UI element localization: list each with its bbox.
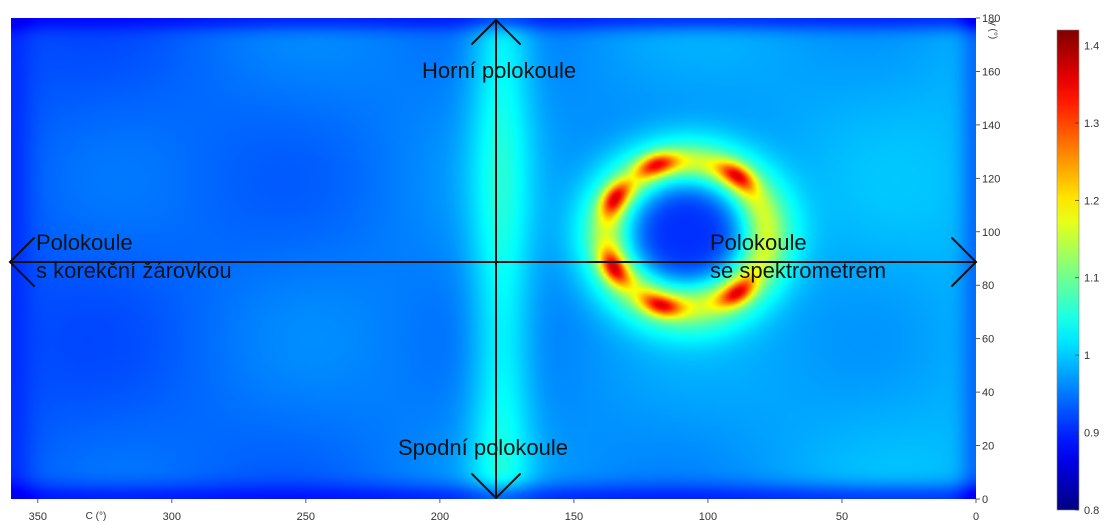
x-axis-ticks: 350 300 250 200 150 100 50 0 <box>29 499 979 523</box>
y-tick-label: 180 <box>982 13 1000 25</box>
y-tick-label: 140 <box>982 120 1000 132</box>
colorbar-tick-label: 0.9 <box>1084 428 1099 440</box>
annotation-line: Polokoule <box>710 230 807 255</box>
x-axis-label: C (°) <box>86 511 107 522</box>
annotation-spectrometer-hemisphere: Polokoule se spektrometrem <box>710 230 886 283</box>
y-tick-label: 120 <box>982 173 1000 185</box>
annotation-line: se spektrometrem <box>710 258 886 283</box>
x-tick-label: 0 <box>973 511 979 523</box>
arrowhead-right <box>951 237 978 287</box>
colorbar-tick-label: 1 <box>1084 350 1090 362</box>
arrowhead-left <box>8 237 35 287</box>
x-tick-label: 50 <box>836 511 848 523</box>
colorbar-ticks: 0.8 0.9 1 1.1 1.2 1.3 1.4 <box>1075 40 1099 517</box>
colorbar-tick-label: 1.3 <box>1084 118 1099 130</box>
annotation-line: Polokoule <box>36 230 133 255</box>
annotation-correction-lamp-hemisphere: Polokoule s korekční žárovkou <box>36 230 232 283</box>
heatmap-field <box>11 18 976 499</box>
annotations: Horní polokoule Spodní polokoule Polokou… <box>36 58 886 460</box>
heatmap-surface <box>11 18 976 499</box>
x-tick-label: 100 <box>699 511 717 523</box>
x-tick-label: 350 <box>29 511 47 523</box>
colorbar-tick-label: 1.2 <box>1084 195 1099 207</box>
x-tick-label: 250 <box>297 511 315 523</box>
y-tick-label: 60 <box>982 334 994 346</box>
y-axis-ticks: 0 20 40 60 80 100 120 140 160 180 <box>976 13 1000 506</box>
x-tick-label: 150 <box>565 511 583 523</box>
annotation-lower-hemisphere: Spodní polokoule <box>398 435 568 460</box>
annotation-line: s korekční žárovkou <box>36 258 232 283</box>
y-tick-label: 160 <box>982 66 1000 78</box>
y-tick-label: 0 <box>982 494 988 506</box>
colorbar: 0.8 0.9 1 1.1 1.2 1.3 1.4 <box>1056 29 1099 517</box>
y-axis-label: γ (°) <box>987 21 998 39</box>
colorbar-tick-label: 0.8 <box>1084 505 1099 517</box>
annotation-upper-hemisphere: Horní polokoule <box>422 58 576 83</box>
y-tick-label: 100 <box>982 227 1000 239</box>
colorbar-tick-label: 1.4 <box>1084 40 1099 52</box>
colorbar-tick-label: 1.1 <box>1084 273 1099 285</box>
colorbar-gradient <box>1056 29 1080 511</box>
arrowhead-down <box>471 473 521 500</box>
arrowhead-up <box>471 18 521 45</box>
x-tick-label: 300 <box>163 511 181 523</box>
y-tick-label: 20 <box>982 441 994 453</box>
annotation-arrows <box>8 18 978 500</box>
x-tick-label: 200 <box>431 511 449 523</box>
y-tick-label: 80 <box>982 280 994 292</box>
y-tick-label: 40 <box>982 387 994 399</box>
